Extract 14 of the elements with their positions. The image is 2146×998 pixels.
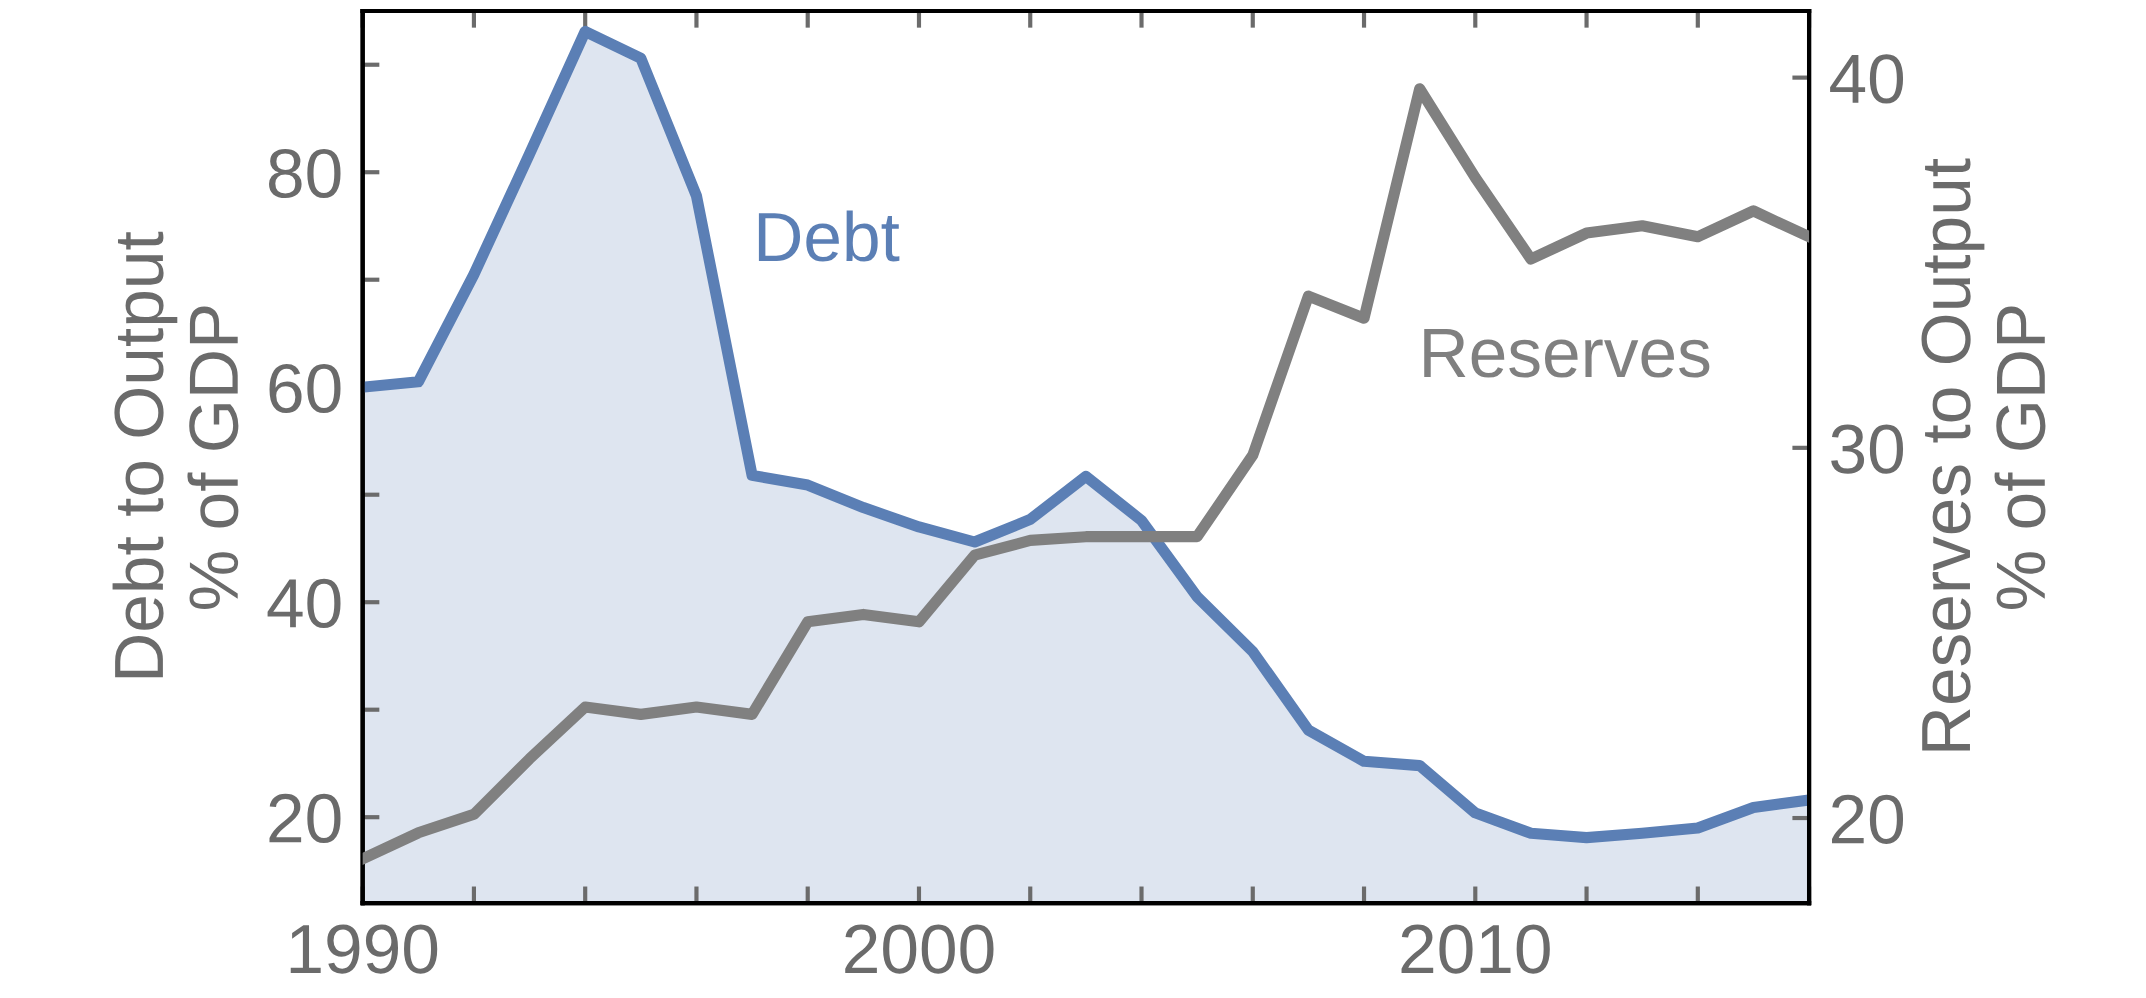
x-tick-label: 2010 [1401, 924, 1550, 974]
y2-tick-label: 40 [1830, 54, 1904, 104]
y-tick-label: 20 [269, 793, 341, 844]
y-axis-title: Debt to Output % of GDP [112, 231, 239, 678]
y2-tick-label: 20 [1832, 794, 1904, 844]
y2-axis-title: Reserves to Output % of GDP [1921, 158, 2046, 751]
y-tick-label: 40 [267, 578, 341, 629]
series-label: Reserves [1424, 329, 1710, 378]
x-tick-label: 1990 [290, 924, 438, 974]
y-tick-label: 80 [269, 148, 341, 199]
y2-tick-label: 30 [1831, 424, 1904, 474]
series-label: Debt [758, 210, 900, 262]
y-tick-label: 60 [269, 363, 341, 414]
x-tick-label: 2000 [845, 924, 994, 974]
